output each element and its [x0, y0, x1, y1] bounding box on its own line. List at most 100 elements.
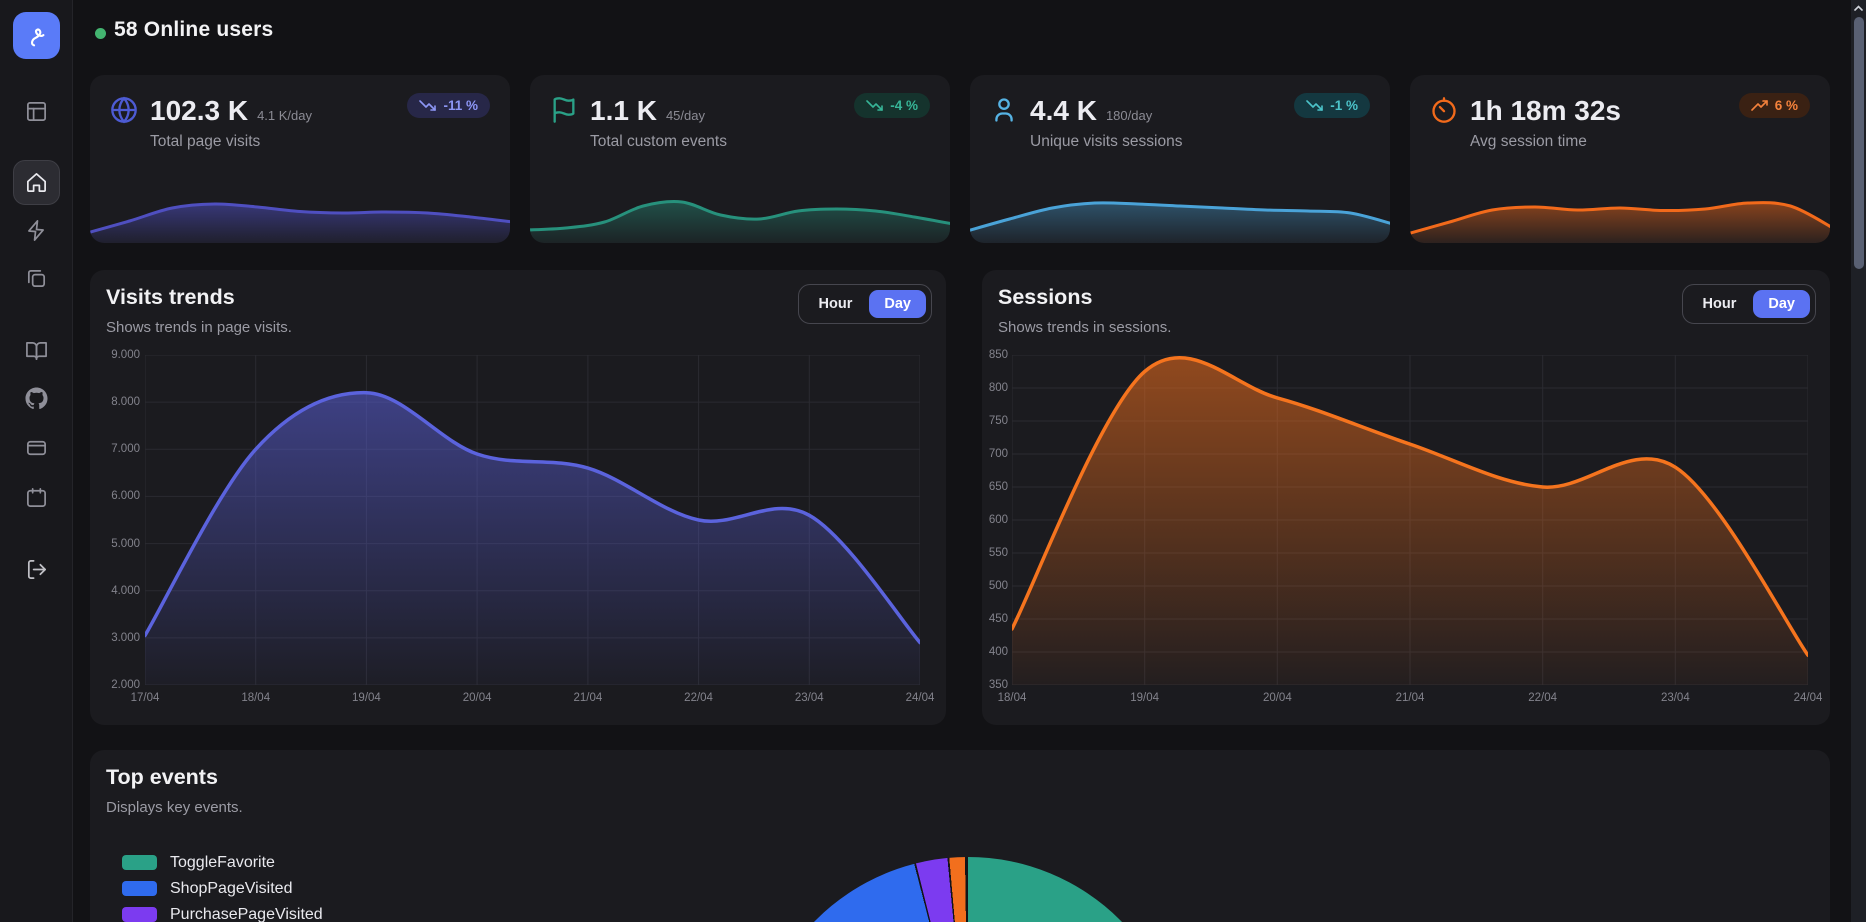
trend-badge: 6 % [1738, 93, 1810, 118]
trending-up-icon [1750, 100, 1768, 111]
axis-tick-label: 650 [988, 481, 1008, 493]
wallet-icon [27, 440, 46, 456]
legend-swatch [122, 881, 157, 896]
legend-swatch [122, 855, 157, 870]
panels-icon [27, 102, 46, 121]
legend-label: ShopPageVisited [170, 879, 293, 897]
sparkline-chart [530, 200, 950, 243]
axis-tick-label: 24/04 [1793, 692, 1823, 704]
trending-down-icon [1306, 100, 1324, 111]
legend-swatch [122, 907, 157, 922]
chart-title: Sessions [998, 285, 1093, 309]
axis-tick-label: 21/04 [1395, 692, 1425, 704]
interval-toggle: Hour Day [797, 284, 932, 324]
interval-toggle: Hour Day [1681, 284, 1816, 324]
visits-trends-card: Visits trends Shows trends in page visit… [90, 270, 946, 725]
axis-tick-label: 450 [988, 613, 1008, 625]
sidebar-item-logout[interactable] [24, 557, 49, 582]
axis-tick-label: 850 [988, 349, 1008, 361]
trending-down-icon [419, 100, 437, 111]
calendar-icon [27, 488, 46, 507]
chart-subtitle: Shows trends in sessions. [998, 319, 1172, 336]
sidebar-item-panels[interactable] [24, 99, 49, 124]
stat-value: 102.3 K [150, 95, 249, 126]
sidebar [0, 0, 73, 922]
axis-tick-label: 600 [988, 514, 1008, 526]
sparkline-chart [970, 201, 1390, 243]
trend-badge: -11 % [407, 93, 490, 118]
axis-tick-label: 18/04 [241, 692, 271, 704]
axis-tick-label: 19/04 [352, 692, 381, 704]
trending-down-icon [866, 100, 884, 111]
x-axis-labels: 18/04 19/04 20/04 21/04 22/04 23/04 24/04 [998, 685, 1823, 707]
area-chart [143, 354, 922, 686]
axis-tick-label: 2.000 [111, 679, 140, 691]
axis-tick-label: 700 [988, 448, 1008, 460]
toggle-day-button[interactable]: Day [1753, 290, 1810, 318]
axis-tick-label: 6.000 [111, 490, 140, 503]
logout-icon [27, 560, 46, 579]
squiggle-logo-icon [30, 28, 44, 46]
vertical-scrollbar[interactable] [1851, 0, 1866, 922]
axis-tick-label: 350 [988, 679, 1008, 691]
sessions-card: Sessions Shows trends in sessions. Hour … [982, 270, 1830, 725]
stat-card-custom-events: 1.1 K 45/day Total custom events -4 % [530, 75, 950, 243]
legend-label: ToggleFavorite [170, 853, 275, 871]
section-title: Top events [106, 765, 218, 789]
axis-tick-label: 550 [988, 547, 1008, 559]
sparkline-chart [1410, 201, 1830, 243]
chart-title: Visits trends [106, 285, 235, 309]
sidebar-item-pages[interactable] [24, 266, 49, 291]
axis-tick-label: 7.000 [111, 443, 140, 456]
trend-badge: -1 % [1294, 93, 1370, 118]
top-events-card: Top events Displays key events. ToggleFa… [90, 750, 1830, 922]
copy-icon [27, 269, 46, 288]
app-logo[interactable] [13, 12, 60, 59]
legend-item[interactable]: ShopPageVisited [122, 880, 323, 897]
axis-tick-label: 500 [988, 580, 1008, 592]
stat-label: Total custom events [590, 133, 727, 150]
scroll-up-arrow-icon[interactable] [1851, 0, 1866, 15]
stat-label: Total page visits [150, 133, 261, 150]
area-chart [1010, 354, 1810, 686]
axis-tick-label: 5.000 [111, 537, 140, 550]
sidebar-item-docs[interactable] [24, 338, 49, 363]
axis-tick-label: 8.000 [111, 396, 140, 409]
stat-value: 1h 18m 32s [1470, 95, 1621, 126]
sidebar-item-calendar[interactable] [24, 485, 49, 510]
axis-tick-label: 22/04 [1528, 692, 1558, 704]
scrollbar-thumb[interactable] [1853, 17, 1864, 269]
visits-trends-plot: 17/04 18/04 19/04 20/04 21/04 22/04 23/04 24/04 [131, 354, 934, 704]
toggle-hour-button[interactable]: Hour [1702, 296, 1737, 312]
axis-tick-label: 20/04 [462, 692, 492, 704]
legend-item[interactable]: ToggleFavorite [122, 854, 323, 871]
toggle-hour-button[interactable]: Hour [818, 296, 853, 312]
sessions-plot: 18/04 19/04 20/04 21/04 22/04 23/04 24/04 [998, 354, 1822, 704]
axis-tick-label: 400 [988, 646, 1008, 658]
globe-icon [110, 96, 138, 124]
sidebar-item-github[interactable] [24, 386, 49, 411]
online-users-heading: 58 Online users [114, 18, 274, 41]
toggle-day-button[interactable]: Day [869, 290, 926, 318]
axis-tick-label: 800 [988, 382, 1008, 394]
sidebar-item-home[interactable] [13, 160, 60, 205]
axis-tick-label: 23/04 [794, 692, 824, 704]
axis-tick-label: 9.000 [111, 349, 140, 361]
stat-label: Unique visits sessions [1030, 133, 1183, 150]
legend-item[interactable]: PurchasePageVisited [122, 906, 323, 922]
pie-legend: ToggleFavorite ShopPageVisited PurchaseP… [122, 854, 323, 922]
stat-label: Avg session time [1470, 133, 1587, 150]
sidebar-item-billing[interactable] [24, 435, 49, 460]
zap-icon [28, 220, 44, 241]
axis-tick-label: 3.000 [111, 631, 140, 644]
trend-badge: -4 % [854, 93, 930, 118]
stat-rate: 4.1 K/day [257, 108, 313, 123]
user-icon [990, 96, 1018, 124]
axis-tick-label: 20/04 [1262, 692, 1292, 704]
stat-value: 1.1 K [590, 95, 657, 126]
chart-subtitle: Shows trends in page visits. [106, 319, 292, 336]
axis-tick-label: 19/04 [1130, 692, 1160, 704]
sidebar-item-events[interactable] [24, 218, 49, 243]
axis-tick-label: 24/04 [905, 692, 935, 704]
